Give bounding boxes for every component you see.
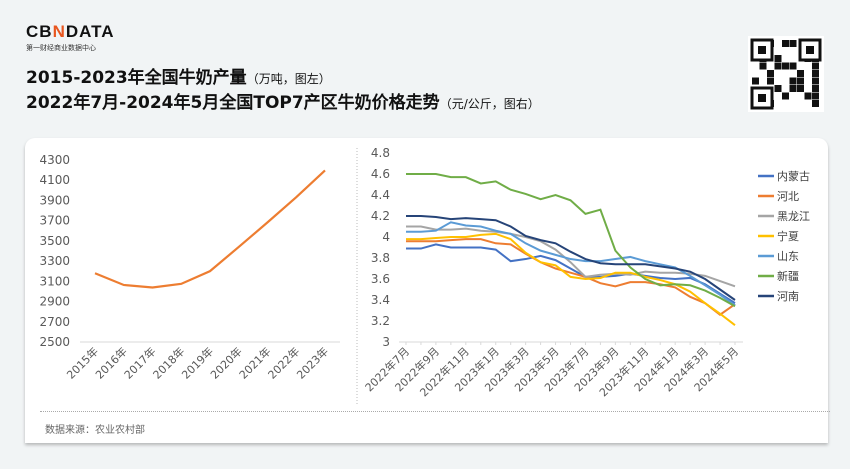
qr-module <box>782 92 789 100</box>
page-title: 2015-2023年全国牛奶产量（万吨，图左） 2022年7月-2024年5月全… <box>26 66 540 116</box>
qr-finder-center <box>758 46 766 54</box>
title-line1-unit: （万吨，图左） <box>246 72 331 86</box>
legend-label: 宁夏 <box>777 229 799 243</box>
series-line-河北 <box>406 238 736 316</box>
qr-module <box>782 62 789 70</box>
qr-module <box>759 62 767 70</box>
legend-label: 内蒙古 <box>777 169 810 183</box>
right-y-tick-label: 3 <box>382 335 390 349</box>
series-line-宁夏 <box>406 232 736 326</box>
qr-module <box>767 70 774 77</box>
qr-module <box>789 85 797 92</box>
data-source: 数据来源：农业农村部 <box>45 425 145 436</box>
qr-module <box>812 92 819 100</box>
right-y-tick-label: 4.6 <box>371 167 390 181</box>
qr-module <box>752 77 759 85</box>
right-y-tick-label: 3.4 <box>371 293 390 307</box>
left-y-tick-label: 3700 <box>39 214 70 228</box>
left-y-tick-label: 4300 <box>39 153 70 167</box>
left-y-tick-label: 3300 <box>39 254 70 268</box>
left-y-tick-label: 3900 <box>39 193 70 207</box>
qr-module <box>782 40 789 47</box>
legend-label: 河北 <box>777 190 799 203</box>
qr-module <box>767 77 774 85</box>
qr-module <box>812 100 819 107</box>
qr-module <box>804 92 812 100</box>
brand-subtitle: 第一财经商业数据中心 <box>26 44 96 52</box>
footer-divider <box>40 411 830 412</box>
qr-module <box>774 55 782 62</box>
chart-card <box>25 138 828 443</box>
title-line2: 2022年7月-2024年5月全国TOP7产区牛奶价格走势 <box>26 93 440 113</box>
legend-label: 山东 <box>777 250 799 263</box>
left-y-tick-label: 4100 <box>39 173 70 187</box>
qr-module <box>789 40 797 47</box>
legend-label: 河南 <box>777 290 799 303</box>
qr-finder-center <box>806 46 814 54</box>
left-y-tick-label: 2700 <box>39 315 70 329</box>
qr-module <box>797 77 804 85</box>
left-y-tick-label: 2500 <box>39 335 70 349</box>
qr-code <box>748 36 824 112</box>
qr-module <box>789 62 797 70</box>
qr-module <box>812 70 819 77</box>
right-y-tick-label: 3.6 <box>371 272 390 286</box>
title-line1: 2015-2023年全国牛奶产量 <box>26 68 247 88</box>
qr-module <box>812 77 819 85</box>
right-y-tick-label: 4.2 <box>371 209 390 223</box>
brand-name: CBNDATA <box>26 22 115 41</box>
qr-module <box>774 85 782 92</box>
legend-label: 新疆 <box>777 269 799 283</box>
left-y-tick-label: 3100 <box>39 274 70 288</box>
right-y-tick-label: 3.2 <box>371 314 390 328</box>
cbndata-logo: CBNDATA 第一财经商业数据中心 <box>26 22 115 53</box>
right-y-tick-label: 3.8 <box>371 251 390 265</box>
series-line-内蒙古 <box>406 243 736 304</box>
qr-module <box>774 62 782 70</box>
left-x-tick-label: 2023年 <box>294 344 331 381</box>
qr-module <box>789 77 797 85</box>
title-line2-unit: （元/公斤，图右） <box>439 97 540 111</box>
qr-module <box>812 62 819 70</box>
left-y-tick-label: 3500 <box>39 234 70 248</box>
legend-label: 黑龙江 <box>777 210 810 223</box>
series-line-河南 <box>406 215 736 301</box>
right-y-tick-label: 4 <box>382 230 390 244</box>
right-y-tick-label: 4.8 <box>371 146 390 160</box>
series-line-新疆 <box>406 173 736 308</box>
series-line-山东 <box>406 221 736 307</box>
series-line-黑龙江 <box>406 225 736 288</box>
qr-module <box>797 70 804 77</box>
right-y-tick-label: 4.4 <box>371 188 390 202</box>
qr-module <box>812 85 819 92</box>
left-y-tick-label: 2900 <box>39 295 70 309</box>
qr-finder-center <box>758 94 766 102</box>
milk-production-line <box>94 169 326 289</box>
qr-module <box>797 85 804 92</box>
